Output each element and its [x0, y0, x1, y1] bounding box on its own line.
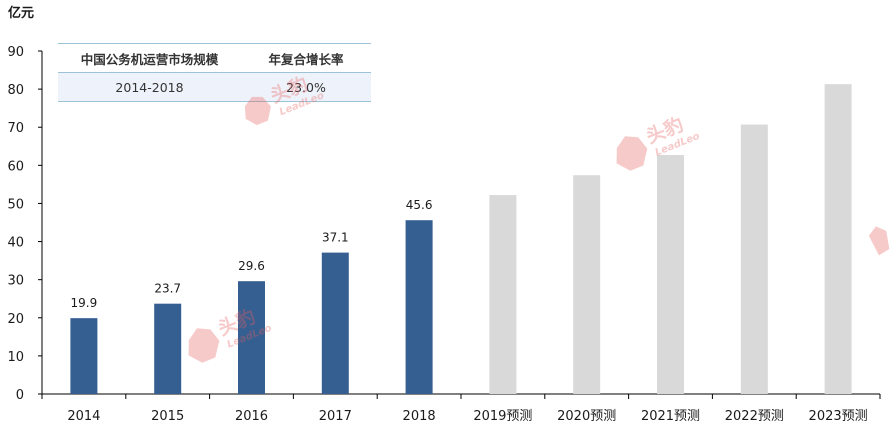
bar-2016 [238, 281, 265, 394]
x-tick-label: 2015 [151, 409, 184, 424]
y-tick-label: 80 [7, 83, 24, 98]
x-tick-label: 2018 [403, 409, 436, 424]
cagr-table-period: 2014-2018 [115, 79, 184, 95]
y-tick-label: 50 [7, 197, 24, 212]
y-tick-label: 20 [7, 312, 24, 327]
data-label: 29.6 [238, 259, 265, 273]
cagr-table-header-market-size: 中国公务机运营市场规模 [80, 51, 219, 67]
cagr-table-header-cagr: 年复合增长率 [268, 51, 344, 67]
bar-2020预测 [573, 175, 601, 394]
bar-2014 [70, 318, 98, 394]
cagr-table-header-row: 中国公务机运营市场规模 年复合增长率 [58, 43, 371, 73]
bar-2018 [405, 220, 433, 394]
x-tick-label: 2016 [235, 409, 268, 424]
y-tick-label: 10 [7, 350, 24, 365]
x-tick-label: 2023预测 [809, 409, 868, 424]
y-tick-label: 70 [7, 121, 24, 136]
x-tick-label: 2014 [67, 409, 100, 424]
x-tick-label: 2021预测 [641, 409, 700, 424]
y-tick-label: 60 [7, 159, 24, 174]
data-label: 37.1 [322, 231, 349, 245]
x-tick-label: 2022预测 [725, 409, 784, 424]
data-label: 23.7 [154, 282, 181, 296]
bar-2021预测 [657, 155, 684, 394]
y-tick-label: 0 [16, 388, 24, 403]
x-tick-label: 2020预测 [557, 409, 616, 424]
bar-2015 [154, 303, 182, 394]
x-tick-label: 2017 [319, 409, 352, 424]
y-tick-label: 30 [7, 274, 24, 289]
cagr-table-rate: 23.0% [286, 79, 326, 95]
data-label: 45.6 [406, 198, 433, 212]
y-tick-label: 40 [7, 236, 24, 251]
bar-2022预测 [740, 124, 768, 394]
bar-2023预测 [824, 84, 852, 394]
cagr-table-data-row: 2014-2018 23.0% [58, 73, 371, 102]
y-tick-label: 90 [7, 45, 24, 60]
data-label: 19.9 [71, 296, 98, 310]
x-tick-label: 2019预测 [473, 409, 532, 424]
y-axis-unit-label: 亿元 [8, 6, 35, 21]
cagr-table: 中国公务机运营市场规模 年复合增长率 2014-2018 23.0% [58, 43, 371, 102]
bar-2017 [321, 252, 349, 394]
bar-2019预测 [489, 195, 517, 394]
